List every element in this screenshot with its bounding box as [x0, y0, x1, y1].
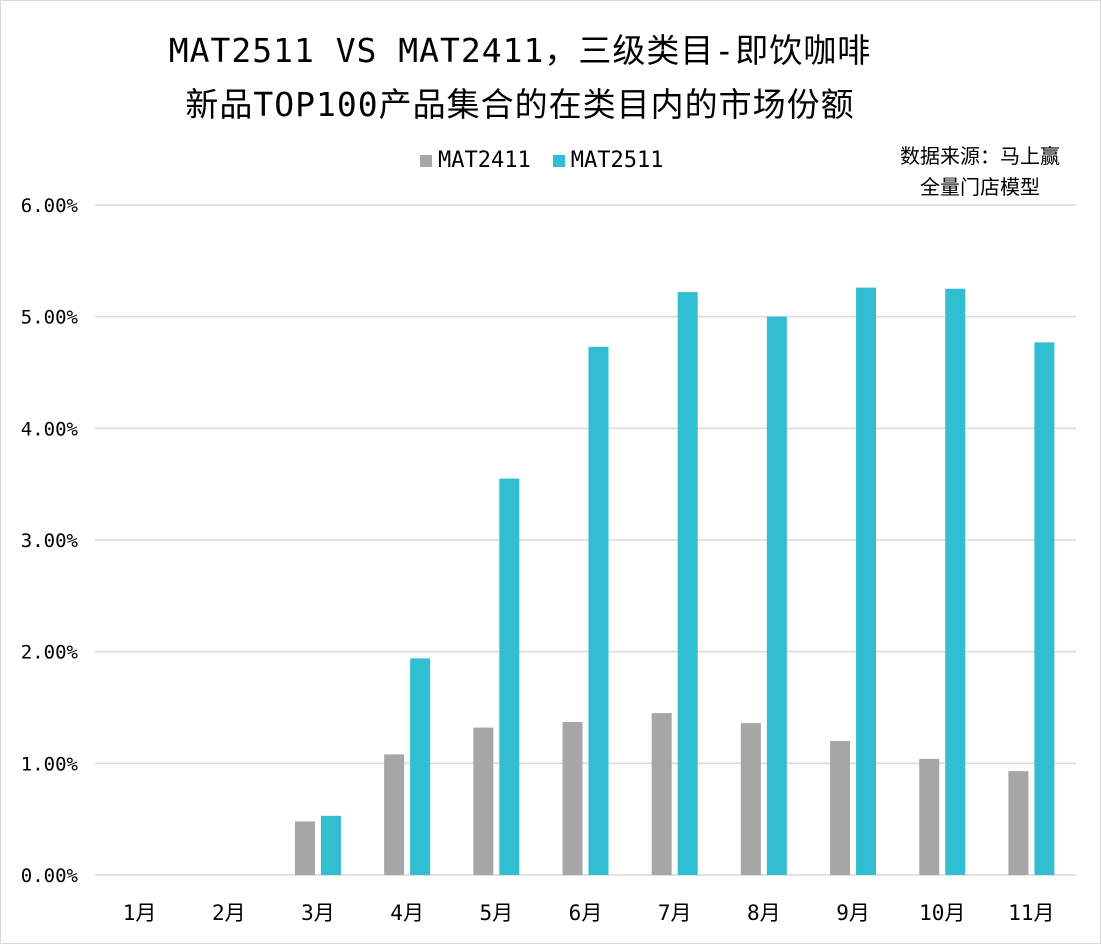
legend-swatch-mat2411	[420, 154, 432, 167]
y-tick-label: 3.00%	[21, 530, 79, 552]
legend-label-mat2411: MAT2411	[438, 148, 531, 173]
bar-mat2511	[945, 288, 966, 875]
x-tick-label: 2月	[212, 901, 246, 925]
y-tick-label: 5.00%	[21, 307, 79, 329]
y-tick-label: 2.00%	[21, 642, 79, 664]
x-tick-label: 5月	[479, 901, 513, 925]
bar-mat2411	[740, 723, 761, 875]
x-tick-label: 8月	[747, 901, 781, 925]
y-tick-label: 0.00%	[21, 865, 79, 887]
bar-mat2511	[677, 292, 698, 876]
x-tick-label: 6月	[569, 901, 603, 925]
bar-mat2511	[499, 478, 520, 875]
bar-mat2511	[1034, 342, 1055, 876]
bar-mat2511	[588, 346, 609, 876]
legend-label-mat2511: MAT2511	[570, 148, 664, 173]
x-tick-label: 1月	[123, 901, 157, 925]
data-source-note: 数据来源：马上赢 全量门店模型	[870, 141, 1090, 203]
data-source-line-2: 全量门店模型	[920, 175, 1040, 199]
bar-mat2411	[651, 713, 672, 875]
bar-mat2411	[919, 758, 940, 875]
legend-item-mat2511: MAT2511	[552, 148, 664, 173]
bar-mat2411	[473, 727, 494, 875]
x-tick-label: 10月	[919, 901, 965, 925]
bar-mat2511	[856, 287, 877, 876]
legend-swatch-mat2511	[552, 154, 565, 167]
bar-mat2511	[766, 316, 787, 876]
x-tick-label: 11月	[1008, 901, 1054, 925]
bar-mat2411	[384, 754, 405, 875]
y-tick-label: 6.00%	[21, 195, 79, 217]
x-tick-label: 7月	[658, 901, 692, 925]
x-tick-label: 3月	[301, 901, 335, 925]
chart-title-line-2: 新品TOP100产品集合的在类目内的市场份额	[185, 85, 855, 124]
bar-mat2411	[562, 722, 583, 875]
data-source-line-1: 数据来源：马上赢	[900, 144, 1060, 168]
bar-mat2411	[294, 821, 315, 875]
bar-mat2511	[410, 658, 431, 875]
x-tick-label: 9月	[836, 901, 870, 925]
x-tick-label: 4月	[390, 901, 424, 925]
chart-legend: MAT2411 MAT2511	[420, 148, 685, 173]
y-tick-label: 4.00%	[21, 418, 79, 440]
legend-item-mat2411: MAT2411	[420, 148, 531, 173]
bar-mat2411	[830, 741, 851, 875]
bar-mat2511	[320, 815, 341, 875]
bar-mat2411	[1008, 771, 1029, 875]
y-tick-label: 1.00%	[21, 753, 79, 775]
chart-title-line-1: MAT2511 VS MAT2411，三级类目-即饮咖啡	[168, 31, 872, 70]
